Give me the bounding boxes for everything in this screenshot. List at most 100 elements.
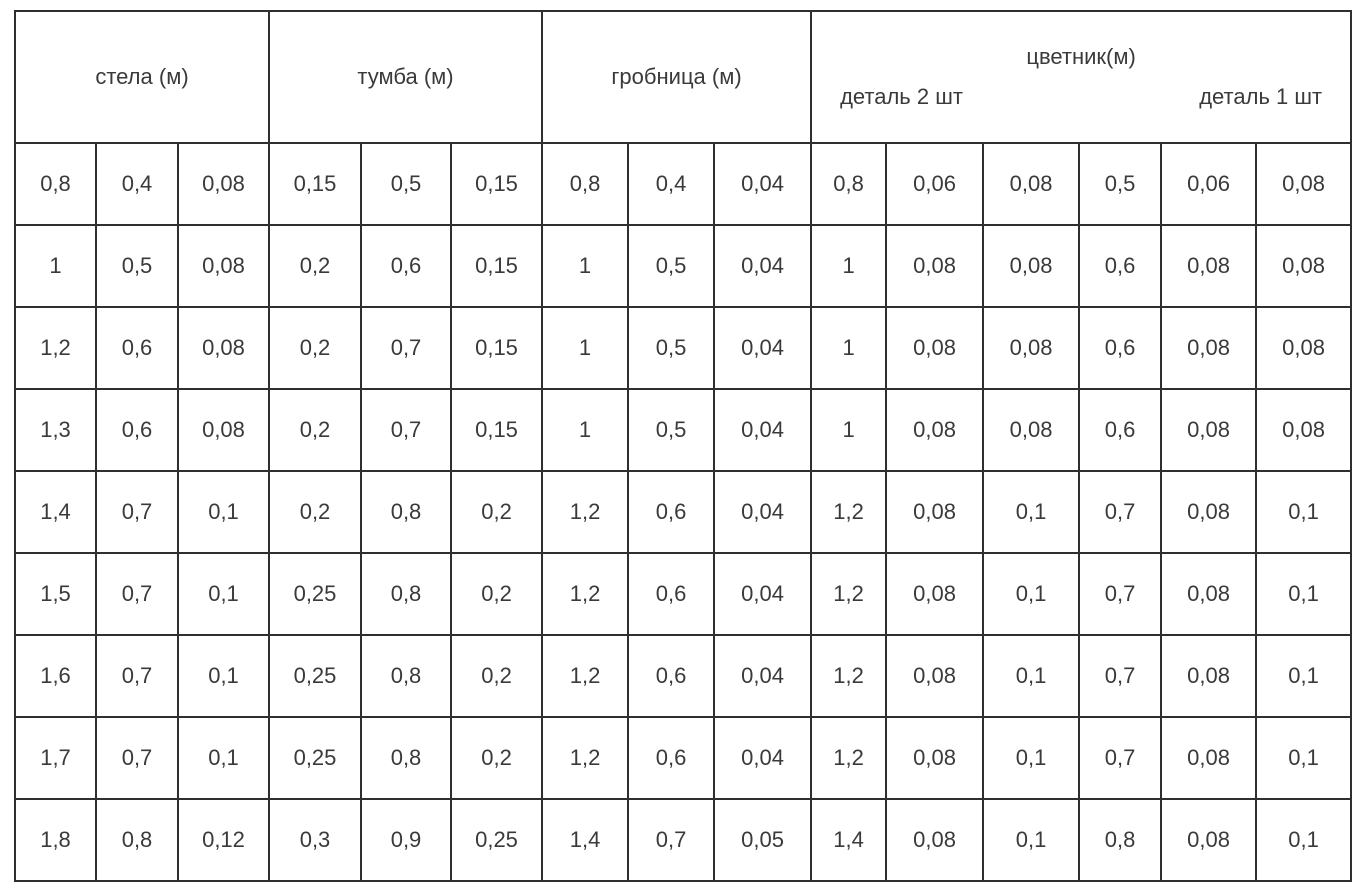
table-cell: 0,12 bbox=[177, 798, 270, 882]
table-cell: 1,2 bbox=[541, 552, 630, 636]
subheader-detail-1pc: деталь 1 шт bbox=[1199, 84, 1323, 109]
table-cell: 0,08 bbox=[1255, 224, 1353, 308]
table-cell: 0,1 bbox=[982, 634, 1081, 718]
table-cell: 0,5 bbox=[95, 224, 179, 308]
table-cell: 0,6 bbox=[95, 306, 179, 390]
table-cell: 0,08 bbox=[177, 306, 270, 390]
table-cell: 0,1 bbox=[1255, 716, 1353, 800]
table-cell: 0,08 bbox=[177, 388, 270, 472]
table-row: 1,2 0,6 0,08 0,2 0,7 0,15 1 0,5 0,04 1 0,08 0,08 0,6… bbox=[14, 306, 1353, 390]
table-cell: 1 bbox=[810, 224, 888, 308]
column-group-header-tumba: тумба (м) bbox=[267, 10, 544, 144]
table-cell: 0,25 bbox=[268, 552, 362, 636]
table-cell: 0,1 bbox=[1255, 470, 1353, 554]
table-cell: 0,6 bbox=[1078, 388, 1163, 472]
table-cell: 0,5 bbox=[360, 142, 452, 226]
table-row: 1,5 0,7 0,1 0,25 0,8 0,2 1,2 0,6 0,04 1,2 0,08 0,1 0… bbox=[14, 552, 1353, 636]
table-cell: 1,4 bbox=[541, 798, 630, 882]
table-cell: 0,04 bbox=[713, 634, 813, 718]
table-cell: 0,2 bbox=[449, 634, 544, 718]
table-cell: 0,08 bbox=[982, 142, 1081, 226]
table-cell: 0,6 bbox=[95, 388, 179, 472]
table-cell: 0,8 bbox=[360, 470, 452, 554]
table-row: 1 0,5 0,08 0,2 0,6 0,15 1 0,5 0,04 1 0,08 0,08 0,6 0,… bbox=[14, 224, 1353, 308]
table-row: 1,7 0,7 0,1 0,25 0,8 0,2 1,2 0,6 0,04 1,2 0,08 0,1 0… bbox=[14, 716, 1353, 800]
table-cell: 1,2 bbox=[14, 306, 97, 390]
table-cell: 0,25 bbox=[268, 634, 362, 718]
table-cell: 0,08 bbox=[885, 470, 985, 554]
table-cell: 0,1 bbox=[982, 798, 1081, 882]
table-cell: 0,7 bbox=[360, 388, 452, 472]
table-cell: 0,8 bbox=[360, 634, 452, 718]
table-cell: 0,08 bbox=[885, 306, 985, 390]
table-cell: 0,8 bbox=[1078, 798, 1163, 882]
table-cell: 0,05 bbox=[713, 798, 813, 882]
table-cell: 0,7 bbox=[95, 634, 179, 718]
table-row: 1,3 0,6 0,08 0,2 0,7 0,15 1 0,5 0,04 1 0,08 0,08 0,6… bbox=[14, 388, 1353, 472]
table-cell: 0,6 bbox=[627, 470, 716, 554]
table-cell: 0,1 bbox=[177, 716, 270, 800]
table-cell: 0,15 bbox=[449, 306, 544, 390]
table-cell: 1,5 bbox=[14, 552, 97, 636]
table-cell: 0,08 bbox=[982, 224, 1081, 308]
table-cell: 1,2 bbox=[810, 716, 888, 800]
table-cell: 0,2 bbox=[449, 552, 544, 636]
table-cell: 0,2 bbox=[449, 470, 544, 554]
table-cell: 0,08 bbox=[1160, 634, 1258, 718]
table-cell: 0,08 bbox=[1255, 142, 1353, 226]
table-cell: 0,08 bbox=[177, 224, 270, 308]
table-cell: 0,04 bbox=[713, 470, 813, 554]
table-cell: 0,15 bbox=[449, 142, 544, 226]
table-cell: 0,08 bbox=[177, 142, 270, 226]
table-cell: 0,9 bbox=[360, 798, 452, 882]
table-cell: 0,2 bbox=[268, 470, 362, 554]
table-cell: 0,7 bbox=[360, 306, 452, 390]
table-cell: 1,2 bbox=[810, 470, 888, 554]
table-cell: 1 bbox=[14, 224, 97, 308]
table-cell: 0,04 bbox=[713, 306, 813, 390]
table-row: 1,8 0,8 0,12 0,3 0,9 0,25 1,4 0,7 0,05 1,4 0,08 0,1… bbox=[14, 798, 1353, 882]
table-cell: 1 bbox=[541, 306, 630, 390]
table-cell: 1,2 bbox=[810, 552, 888, 636]
dimensions-table: стела (м) тумба (м) гробница (м) цветник… bbox=[14, 10, 1353, 882]
table-cell: 0,1 bbox=[1255, 798, 1353, 882]
table-cell: 0,7 bbox=[95, 716, 179, 800]
table-cell: 0,7 bbox=[1078, 470, 1163, 554]
table-cell: 0,08 bbox=[982, 306, 1081, 390]
table-cell: 1,3 bbox=[14, 388, 97, 472]
table-cell: 1,7 bbox=[14, 716, 97, 800]
table-cell: 1 bbox=[810, 306, 888, 390]
table-cell: 0,7 bbox=[1078, 634, 1163, 718]
table-cell: 0,6 bbox=[627, 634, 716, 718]
table-cell: 0,1 bbox=[982, 470, 1081, 554]
table-cell: 0,1 bbox=[982, 716, 1081, 800]
table-cell: 0,7 bbox=[627, 798, 716, 882]
column-group-header-grobnitsa: гробница (м) bbox=[541, 10, 813, 144]
table-cell: 0,08 bbox=[885, 388, 985, 472]
table-cell: 0,08 bbox=[1160, 224, 1258, 308]
table-cell: 0,3 bbox=[268, 798, 362, 882]
table-cell: 0,7 bbox=[95, 552, 179, 636]
table-cell: 0,04 bbox=[713, 142, 813, 226]
table-cell: 0,1 bbox=[177, 470, 270, 554]
table-cell: 0,6 bbox=[360, 224, 452, 308]
table-cell: 0,08 bbox=[885, 798, 985, 882]
table-cell: 1 bbox=[810, 388, 888, 472]
table-cell: 0,1 bbox=[982, 552, 1081, 636]
table-cell: 0,08 bbox=[1160, 716, 1258, 800]
table-cell: 0,7 bbox=[95, 470, 179, 554]
table-cell: 0,08 bbox=[1160, 798, 1258, 882]
table-cell: 0,04 bbox=[713, 552, 813, 636]
table-cell: 0,08 bbox=[885, 634, 985, 718]
table-cell: 0,5 bbox=[1078, 142, 1163, 226]
table-cell: 1,2 bbox=[810, 634, 888, 718]
table-cell: 0,5 bbox=[627, 388, 716, 472]
table-cell: 0,2 bbox=[268, 388, 362, 472]
table-body: 0,8 0,4 0,08 0,15 0,5 0,15 0,8 0,4 0,04 0,8 0,06 0,… bbox=[14, 142, 1353, 882]
table-cell: 0,7 bbox=[1078, 716, 1163, 800]
table-cell: 0,6 bbox=[1078, 306, 1163, 390]
table-cell: 0,08 bbox=[885, 224, 985, 308]
table-cell: 0,5 bbox=[627, 306, 716, 390]
subheader-detail-2pcs: деталь 2 шт bbox=[840, 84, 963, 109]
table-cell: 0,1 bbox=[177, 634, 270, 718]
